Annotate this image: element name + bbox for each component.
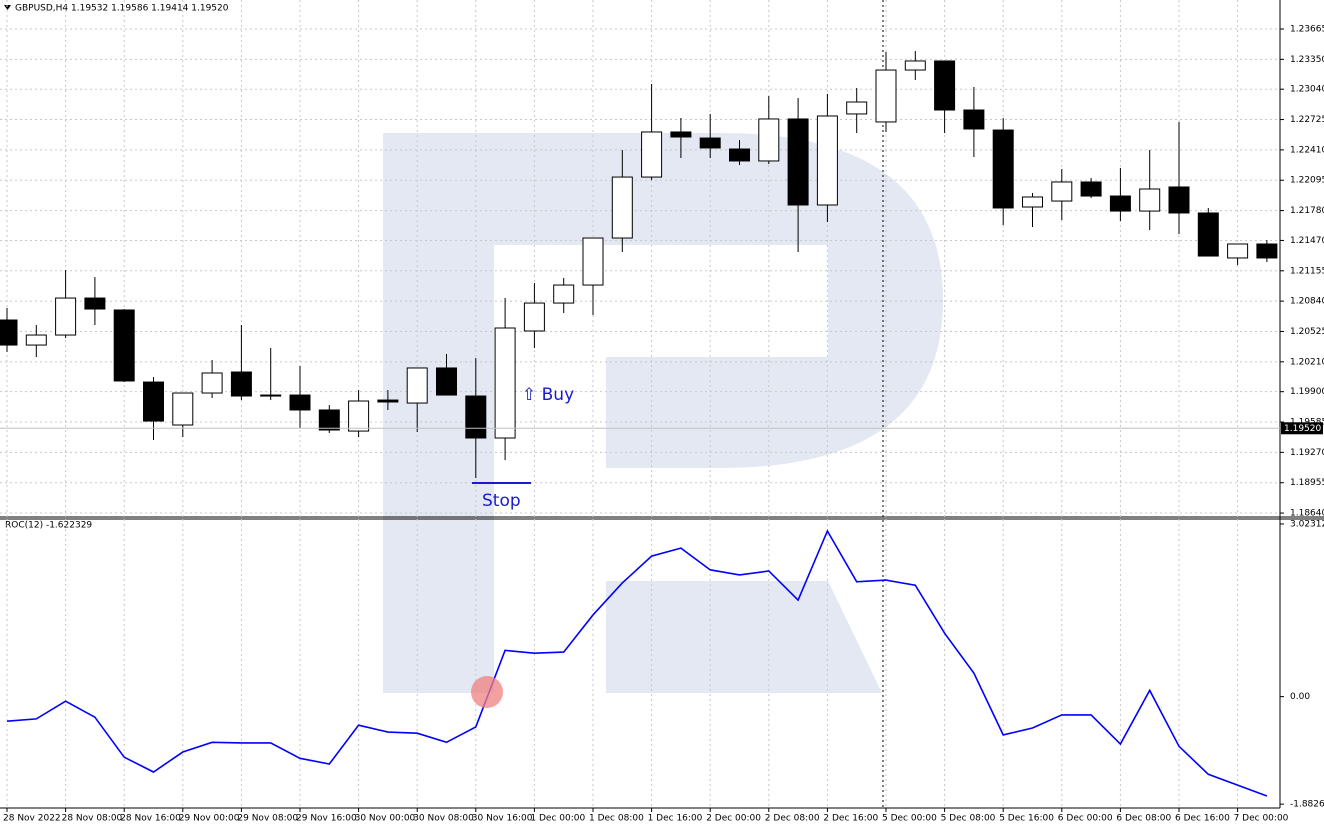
candle-body xyxy=(436,367,457,396)
candle-body xyxy=(1022,196,1043,208)
watermark-logo xyxy=(383,133,943,693)
candle-body xyxy=(670,131,692,138)
candle-body xyxy=(230,371,252,397)
y-tick-label: -1.882685 xyxy=(1290,800,1324,810)
x-tick-label: 2 Dec 08:00 xyxy=(765,814,820,824)
x-tick-label: 5 Dec 16:00 xyxy=(999,814,1054,824)
chart-title: GBPUSD,H4 1.19532 1.19586 1.19414 1.1952… xyxy=(15,4,229,14)
candle-body xyxy=(611,176,633,239)
x-tick-label: 7 Dec 00:00 xyxy=(1234,814,1289,824)
candle-body xyxy=(406,367,428,404)
current-price-box xyxy=(1281,422,1323,435)
x-tick-label: 28 Nov 08:00 xyxy=(62,814,123,824)
x-tick-label: 2 Dec 00:00 xyxy=(706,814,761,824)
roc-line xyxy=(6,529,1268,797)
buy-label: ⇧ Buy xyxy=(522,385,574,405)
candle-body xyxy=(992,129,1014,209)
y-tick-label: 1.22095 xyxy=(1290,176,1324,186)
candle-body xyxy=(553,284,575,304)
y-tick-label: 1.21780 xyxy=(1290,206,1324,216)
y-tick-label: 0.00 xyxy=(1290,692,1310,702)
candle-body xyxy=(465,395,487,439)
candle-body xyxy=(377,399,399,403)
candle-body xyxy=(963,109,985,130)
candle-body xyxy=(699,137,721,149)
y-tick-label: 1.18640 xyxy=(1290,509,1324,519)
candle-body xyxy=(260,394,282,397)
candle-body xyxy=(934,60,956,111)
candle-body xyxy=(758,118,780,162)
x-tick-label: 5 Dec 08:00 xyxy=(941,814,996,824)
candle-body xyxy=(55,297,77,336)
candle-body xyxy=(641,131,663,178)
candle-body xyxy=(787,118,809,206)
candle-body xyxy=(1227,243,1249,259)
watermark xyxy=(383,133,943,693)
candle-body xyxy=(1080,181,1102,197)
y-tick-label: 1.20210 xyxy=(1290,357,1324,367)
candle-body xyxy=(1109,195,1131,212)
candle-body xyxy=(523,302,545,332)
candle-body xyxy=(494,327,516,439)
y-tick-label: 1.21470 xyxy=(1290,236,1324,246)
x-tick-label: 30 Nov 16:00 xyxy=(472,814,533,824)
candle-body xyxy=(1168,186,1190,214)
x-tick-label: 6 Dec 08:00 xyxy=(1116,814,1171,824)
y-tick-label: 1.20525 xyxy=(1290,327,1324,337)
candle-body xyxy=(0,319,18,346)
stop-label: Stop xyxy=(482,491,521,511)
candle-body xyxy=(1051,181,1073,202)
x-tick-label: 29 Nov 00:00 xyxy=(179,814,240,824)
candle-body xyxy=(318,409,340,431)
candle-body xyxy=(1139,188,1161,212)
candle-body xyxy=(143,381,164,422)
x-tick-label: 1 Dec 00:00 xyxy=(530,814,585,824)
signal-marker xyxy=(471,676,503,708)
x-tick-label: 6 Dec 16:00 xyxy=(1175,814,1230,824)
candle-body xyxy=(84,297,106,310)
candle-body xyxy=(846,101,868,115)
y-tick-label: 1.20840 xyxy=(1290,297,1324,307)
watermark-leg xyxy=(606,581,882,693)
candle-body xyxy=(1197,212,1219,257)
x-tick-label: 28 Nov 16:00 xyxy=(120,814,181,824)
x-tick-label: 1 Dec 08:00 xyxy=(589,814,644,824)
y-tick-label: 1.23040 xyxy=(1290,85,1324,95)
indicator-title: ROC(12) -1.622329 xyxy=(5,521,92,531)
candle-body xyxy=(348,400,370,432)
x-tick-label: 29 Nov 08:00 xyxy=(237,814,298,824)
y-tick-label: 1.22410 xyxy=(1290,145,1324,155)
candle-body xyxy=(875,69,897,123)
candle-body xyxy=(201,372,223,394)
candle-body xyxy=(25,334,47,346)
y-tick-label: 1.23350 xyxy=(1290,55,1324,65)
x-tick-label: 6 Dec 00:00 xyxy=(1058,814,1113,824)
candle-body xyxy=(113,309,135,382)
y-tick-label: 1.21155 xyxy=(1290,266,1324,276)
y-tick-label: 1.18955 xyxy=(1290,478,1324,488)
y-tick-label: 1.22725 xyxy=(1290,115,1324,125)
y-tick-label: 3.023122 xyxy=(1290,519,1324,529)
current-price-label: 1.19520 xyxy=(1284,424,1321,434)
x-tick-label: 29 Nov 16:00 xyxy=(296,814,357,824)
x-tick-label: 30 Nov 00:00 xyxy=(355,814,416,824)
y-tick-label: 1.19900 xyxy=(1290,387,1324,397)
candle-body xyxy=(582,237,604,286)
candle-body xyxy=(172,392,194,426)
x-tick-label: 2 Dec 16:00 xyxy=(823,814,878,824)
candle-body xyxy=(816,115,838,206)
candle-body xyxy=(1256,243,1278,259)
x-tick-label: 30 Nov 08:00 xyxy=(413,814,474,824)
x-tick-label: 1 Dec 16:00 xyxy=(648,814,703,824)
candle-body xyxy=(904,60,926,71)
candle-body xyxy=(729,148,750,162)
x-tick-label: 28 Nov 2022 xyxy=(3,814,61,824)
title-icon xyxy=(4,5,11,10)
y-tick-label: 1.19270 xyxy=(1290,448,1324,458)
candle-body xyxy=(289,394,311,411)
y-tick-label: 1.23665 xyxy=(1290,24,1324,34)
x-tick-label: 5 Dec 00:00 xyxy=(882,814,937,824)
